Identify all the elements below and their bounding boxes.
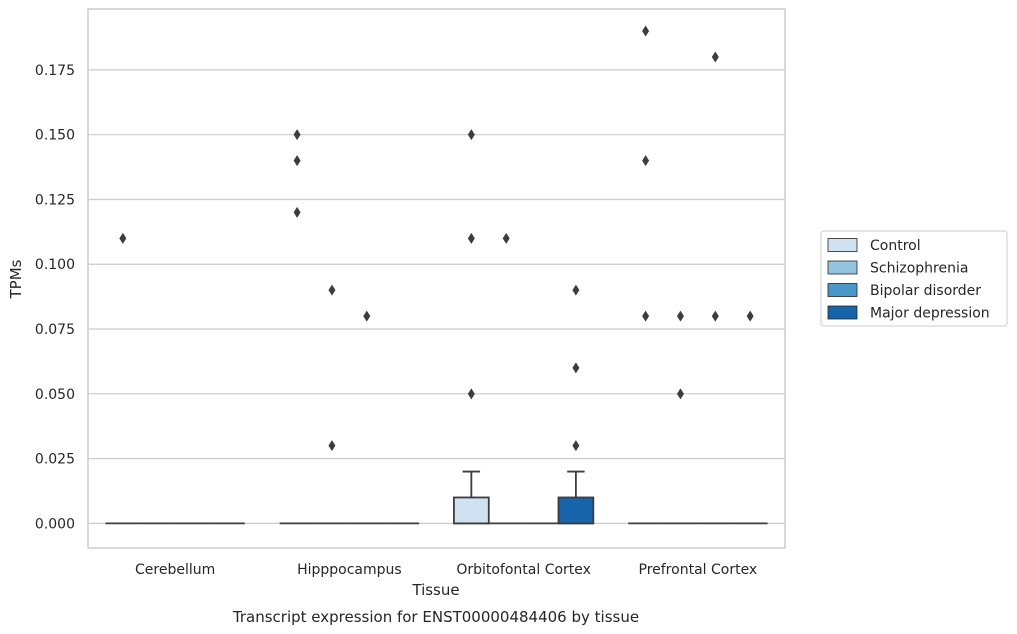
legend-label: Schizophrenia xyxy=(870,261,968,277)
outlier-point xyxy=(642,310,650,322)
outlier-point xyxy=(363,310,371,322)
x-tick-labels: Cerebellum Hipppocampus Orbitofontal Corte… xyxy=(135,562,757,578)
y-tick-label: 0.025 xyxy=(35,452,75,468)
legend-swatch xyxy=(827,305,858,320)
legend-swatch xyxy=(827,260,858,275)
x-tick-label: Cerebellum xyxy=(135,562,215,578)
outlier-point xyxy=(746,310,754,322)
box xyxy=(557,470,595,525)
y-tick-label: 0.100 xyxy=(35,257,75,273)
y-tick-label: 0.050 xyxy=(35,387,75,403)
y-tick-label: 0.175 xyxy=(35,63,75,79)
y-tick-label: 0.075 xyxy=(35,322,75,338)
outlier-point xyxy=(293,206,301,218)
y-tick-label: 0.125 xyxy=(35,192,75,208)
outlier-point xyxy=(328,440,336,452)
outlier-point xyxy=(711,310,719,322)
x-tick-label: Orbitofontal Cortex xyxy=(456,562,591,578)
boxes xyxy=(105,470,768,525)
outlier-point xyxy=(711,51,719,63)
outlier-point xyxy=(293,129,301,141)
legend-swatch xyxy=(827,238,858,252)
outlier-point xyxy=(467,388,475,400)
plot-frame xyxy=(87,8,786,549)
outlier-point xyxy=(676,310,684,322)
legend-label: Bipolar disorder xyxy=(870,283,981,299)
outlier-point xyxy=(572,440,580,452)
outlier-point xyxy=(119,232,127,244)
outlier-point xyxy=(572,284,580,296)
outliers xyxy=(119,25,754,452)
outlier-point xyxy=(293,155,301,167)
legend-frame xyxy=(820,230,1008,327)
outlier-point xyxy=(676,388,684,400)
chart-caption: Transcript expression for ENST0000048440… xyxy=(232,608,639,626)
x-tick-label: Hipppocampus xyxy=(297,562,402,578)
box-body xyxy=(557,496,595,525)
outlier-point xyxy=(467,232,475,244)
x-axis-label: Tissue xyxy=(411,581,459,599)
y-tick-label: 0.000 xyxy=(35,516,75,532)
y-axis-label: TPMs xyxy=(7,259,25,299)
legend-label: Control xyxy=(870,238,921,254)
box-body xyxy=(453,496,490,525)
legend-swatch xyxy=(827,283,858,297)
outlier-point xyxy=(328,284,336,296)
legend-label: Major depression xyxy=(870,306,990,322)
legend: Control Schizophrenia Bipolar disorder Majo… xyxy=(820,230,1008,327)
x-tick-label: Prefrontal Cortex xyxy=(639,562,758,578)
outlier-point xyxy=(572,362,580,374)
outlier-point xyxy=(642,25,650,37)
y-tick-label: 0.150 xyxy=(35,128,75,144)
outlier-point xyxy=(467,129,475,141)
y-tick-labels: 0.000 0.025 0.050 0.075 0.100 0.125 0.150 0.175 xyxy=(35,63,75,532)
outlier-point xyxy=(502,232,510,244)
gridlines xyxy=(88,69,785,524)
outlier-point xyxy=(642,155,650,167)
box xyxy=(453,470,490,525)
